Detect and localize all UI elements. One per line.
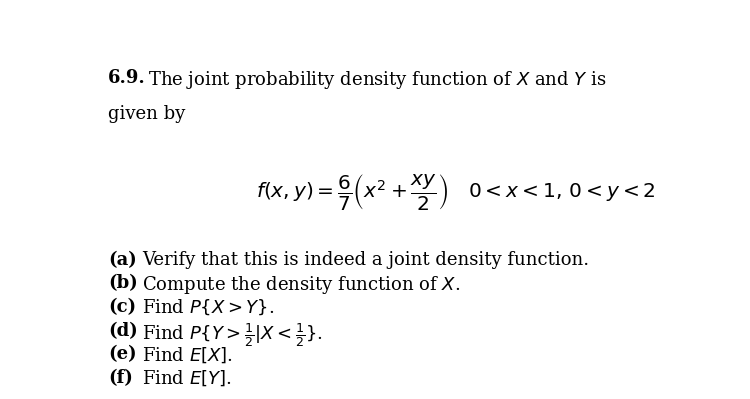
- Text: (d): (d): [108, 322, 138, 340]
- Text: Compute the density function of $X$.: Compute the density function of $X$.: [142, 274, 460, 296]
- Text: (c): (c): [108, 298, 136, 316]
- Text: The joint probability density function of $X$ and $Y$ is: The joint probability density function o…: [148, 69, 606, 91]
- Text: (b): (b): [108, 274, 138, 292]
- Text: Find $E[X]$.: Find $E[X]$.: [142, 345, 233, 365]
- Text: $f(x, y) = \dfrac{6}{7}\left(x^2 + \dfrac{xy}{2}\right) \quad 0 < x < 1,\, 0 < y: $f(x, y) = \dfrac{6}{7}\left(x^2 + \dfra…: [256, 172, 656, 212]
- Text: (f): (f): [108, 369, 134, 387]
- Text: Find $P\{X > Y\}$.: Find $P\{X > Y\}$.: [142, 298, 274, 318]
- Text: Verify that this is indeed a joint density function.: Verify that this is indeed a joint densi…: [142, 251, 589, 269]
- Text: (a): (a): [108, 251, 137, 269]
- Text: Find $P\{Y > \frac{1}{2}|X < \frac{1}{2}\}$.: Find $P\{Y > \frac{1}{2}|X < \frac{1}{2}…: [142, 322, 323, 350]
- Text: Find $E[Y]$.: Find $E[Y]$.: [142, 369, 232, 389]
- Text: (e): (e): [108, 345, 137, 363]
- Text: given by: given by: [108, 105, 185, 123]
- Text: 6.9.: 6.9.: [108, 69, 146, 87]
